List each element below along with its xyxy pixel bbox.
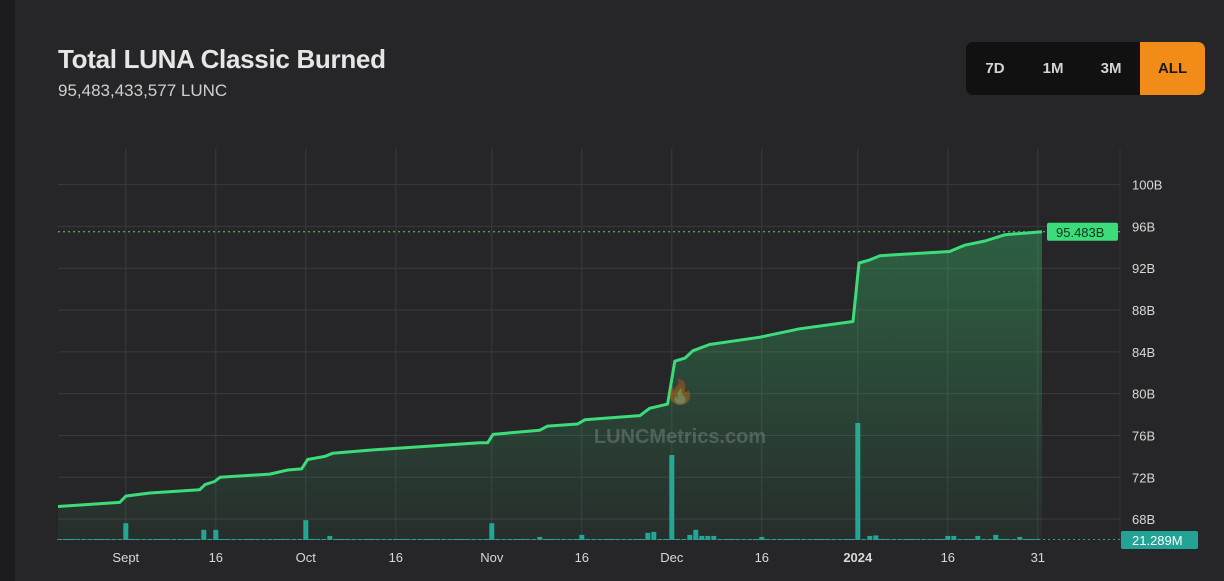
current-value-badge <box>1047 222 1118 241</box>
latest-volume-label: 21.289M <box>1132 533 1183 548</box>
x-tick-label: 2024 <box>843 550 873 565</box>
y-tick-label: 84B <box>1132 345 1155 360</box>
range-3m-button[interactable]: 3M <box>1082 42 1140 95</box>
current-value-label: 95.483B <box>1056 225 1104 240</box>
burn-series-line <box>57 230 1043 508</box>
y-tick-label: 76B <box>1132 428 1155 443</box>
y-tick-label: 88B <box>1132 303 1155 318</box>
x-tick-label: Nov <box>480 550 504 565</box>
y-tick-label: 100B <box>1132 178 1162 193</box>
x-tick-label: 16 <box>209 550 223 565</box>
total-burned-value: 95,483,433,577 LUNC <box>58 81 228 100</box>
range-1m-button[interactable]: 1M <box>1024 42 1082 95</box>
latest-volume-badge <box>1121 531 1198 549</box>
range-7d-button[interactable]: 7D <box>966 42 1024 95</box>
page-title: Total LUNA Classic Burned <box>58 44 386 74</box>
time-range-selector: 7D 1M 3M ALL <box>966 42 1205 95</box>
x-tick-label: 16 <box>575 550 589 565</box>
y-tick-label: 72B <box>1132 470 1155 485</box>
x-tick-label: Oct <box>296 550 317 565</box>
x-tick-label: 16 <box>755 550 769 565</box>
y-tick-label: 80B <box>1132 387 1155 402</box>
range-all-button[interactable]: ALL <box>1140 42 1205 95</box>
x-tick-label: 31 <box>1031 550 1045 565</box>
watermark: LUNCMetrics.com <box>594 426 766 448</box>
x-tick-label: 16 <box>389 550 403 565</box>
x-tick-label: Dec <box>660 550 684 565</box>
x-tick-label: 16 <box>941 550 955 565</box>
y-tick-label: 96B <box>1132 219 1155 234</box>
x-tick-label: Sept <box>112 550 139 565</box>
y-tick-label: 92B <box>1132 261 1155 276</box>
area-fill <box>58 231 1042 541</box>
flame-icon: 🔥 <box>665 378 695 406</box>
y-tick-label: 68B <box>1132 512 1155 527</box>
